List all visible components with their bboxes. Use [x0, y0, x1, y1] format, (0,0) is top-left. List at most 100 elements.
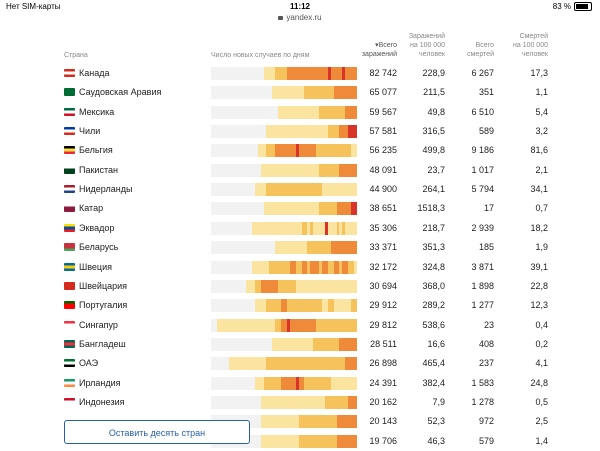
heatmap-cell — [260, 202, 264, 216]
heatmap-cell — [228, 260, 232, 274]
table-row[interactable]: Мексика 59 567 49,8 6 510 5,4 — [0, 103, 600, 122]
country-name: Португалия — [79, 300, 128, 311]
table-row[interactable]: Швейцария 30 694 368,0 1 898 22,8 — [0, 277, 600, 296]
heatmap-cell — [319, 260, 323, 274]
heatmap-cell — [313, 376, 317, 390]
heatmap-cell — [269, 337, 273, 351]
table-row[interactable]: Беларусь 33 371 351,3 185 1,9 — [0, 238, 600, 257]
heatmap-cell — [330, 415, 335, 429]
heatmap-cell — [295, 86, 299, 100]
heatmap-cell — [231, 299, 235, 313]
daily-cases-heatmap — [211, 357, 358, 371]
heatmap-cell — [345, 163, 349, 177]
table-header: Страна Число новых случаев по дням ▾Всег… — [0, 30, 600, 64]
table-row[interactable]: Индонезия 20 162 7,9 1 278 0,5 — [0, 393, 600, 412]
cases-per-100k-value: 7,9 — [432, 396, 445, 407]
total-cases-value: 38 651 — [369, 203, 397, 214]
heatmap-cell — [240, 163, 244, 177]
heatmap-cell — [345, 357, 349, 371]
header-total-cases[interactable]: ▾Всего заражений — [361, 42, 397, 58]
heatmap-cell — [313, 125, 317, 139]
heatmap-cell — [213, 221, 218, 235]
heatmap-cell — [319, 241, 323, 255]
heatmap-cell — [231, 86, 235, 100]
heatmap-cell — [257, 144, 262, 158]
heatmap-cell — [211, 144, 215, 158]
heatmap-cell — [248, 434, 253, 448]
heatmap-cell — [336, 67, 340, 80]
heatmap-cell — [336, 318, 340, 332]
heatmap-cell — [278, 125, 282, 139]
table-row[interactable]: Швеция 32 172 324,8 3 871 39,1 — [0, 258, 600, 277]
heatmap-cell — [310, 434, 314, 448]
heatmap-cell — [225, 357, 229, 371]
heatmap-cell — [219, 67, 224, 80]
country-flag-icon — [64, 262, 75, 271]
table-row[interactable]: Бангладеш 28 511 16,6 408 0,2 — [0, 335, 600, 354]
heatmap-cell — [351, 183, 355, 197]
heatmap-cell — [211, 337, 215, 351]
heatmap-cell — [281, 434, 285, 448]
heatmap-cell — [254, 299, 259, 313]
heatmap-cell — [321, 125, 326, 139]
heatmap-cell — [211, 376, 215, 390]
table-row[interactable]: Бельгия 56 235 499,8 9 186 81,6 — [0, 141, 600, 160]
heatmap-cell — [211, 67, 215, 80]
deaths-per-100k-value: 39,1 — [530, 261, 548, 272]
heatmap-cell — [307, 105, 311, 119]
table-row[interactable]: Катар 38 651 1518,3 17 0,7 — [0, 199, 600, 218]
heatmap-cell — [272, 67, 276, 80]
header-cases-per-100k[interactable]: Заражений на 100 000 человек — [408, 33, 445, 58]
total-deaths-value: 408 — [478, 338, 494, 349]
total-cases-value: 65 077 — [369, 87, 397, 98]
total-cases-value: 29 912 — [369, 300, 397, 311]
heatmap-cell — [295, 125, 299, 139]
show-ten-countries-button[interactable]: Оставить десять стран — [64, 420, 250, 444]
heatmap-cell — [301, 221, 305, 235]
table-row[interactable]: Нидерланды 44 900 264,1 5 794 34,1 — [0, 180, 600, 199]
heatmap-cell — [336, 221, 340, 235]
deaths-per-100k-value: 1,4 — [535, 435, 548, 446]
heatmap-cell — [342, 376, 346, 390]
table-row[interactable]: Ирландия 24 391 382,4 1 583 24,8 — [0, 374, 600, 393]
heatmap-cell — [292, 86, 297, 100]
heatmap-cell — [327, 299, 332, 313]
table-row[interactable]: ОАЭ 26 898 465,4 237 4,1 — [0, 354, 600, 373]
heatmap-cell — [275, 67, 279, 80]
table-row[interactable]: Сингапур 29 812 538,6 23 0,4 — [0, 316, 600, 335]
heatmap-cell — [301, 415, 305, 429]
heatmap-cell — [284, 318, 288, 332]
table-row[interactable]: Португалия 29 912 289,2 1 277 12,3 — [0, 296, 600, 315]
header-country[interactable]: Страна — [64, 52, 88, 59]
heatmap-cell — [263, 415, 267, 429]
heatmap-cell — [324, 376, 329, 390]
address-bar[interactable]: yandex.ru — [0, 13, 600, 24]
table-row[interactable]: Пакистан 48 091 23,7 1 017 2,1 — [0, 161, 600, 180]
table-row[interactable]: Канада 82 742 228,9 6 267 17,3 — [0, 64, 600, 83]
heatmap-cell — [269, 163, 273, 177]
heatmap-cell — [251, 357, 256, 371]
header-deaths-per-100k[interactable]: Смертей на 100 000 человек — [512, 33, 548, 58]
heatmap-cell — [228, 318, 232, 332]
heatmap-cell — [213, 376, 218, 390]
cases-per-100k-value: 499,8 — [422, 145, 445, 156]
heatmap-cell — [339, 376, 343, 390]
header-total-deaths[interactable]: Всего смертей — [467, 42, 494, 58]
cases-per-100k-value: 289,2 — [422, 300, 445, 311]
heatmap-cell — [237, 299, 241, 313]
heatmap-cell — [278, 318, 282, 332]
heatmap-cell — [295, 318, 299, 332]
heatmap-cell — [342, 318, 346, 332]
table-row[interactable]: Эквадор 35 306 218,7 2 939 18,2 — [0, 219, 600, 238]
table-row[interactable]: Чили 57 581 316,5 589 3,2 — [0, 122, 600, 141]
heatmap-cell — [310, 202, 314, 216]
heatmap-cell — [263, 260, 267, 274]
heatmap-cell — [298, 260, 302, 274]
heatmap-cell — [237, 144, 241, 158]
table-row[interactable]: Саудовская Аравия 65 077 211,5 351 1,1 — [0, 83, 600, 102]
heatmap-cell — [225, 318, 229, 332]
heatmap-cell — [327, 202, 332, 216]
heatmap-cell — [222, 67, 226, 80]
heatmap-cell — [339, 434, 343, 448]
heatmap-cell — [284, 86, 288, 100]
